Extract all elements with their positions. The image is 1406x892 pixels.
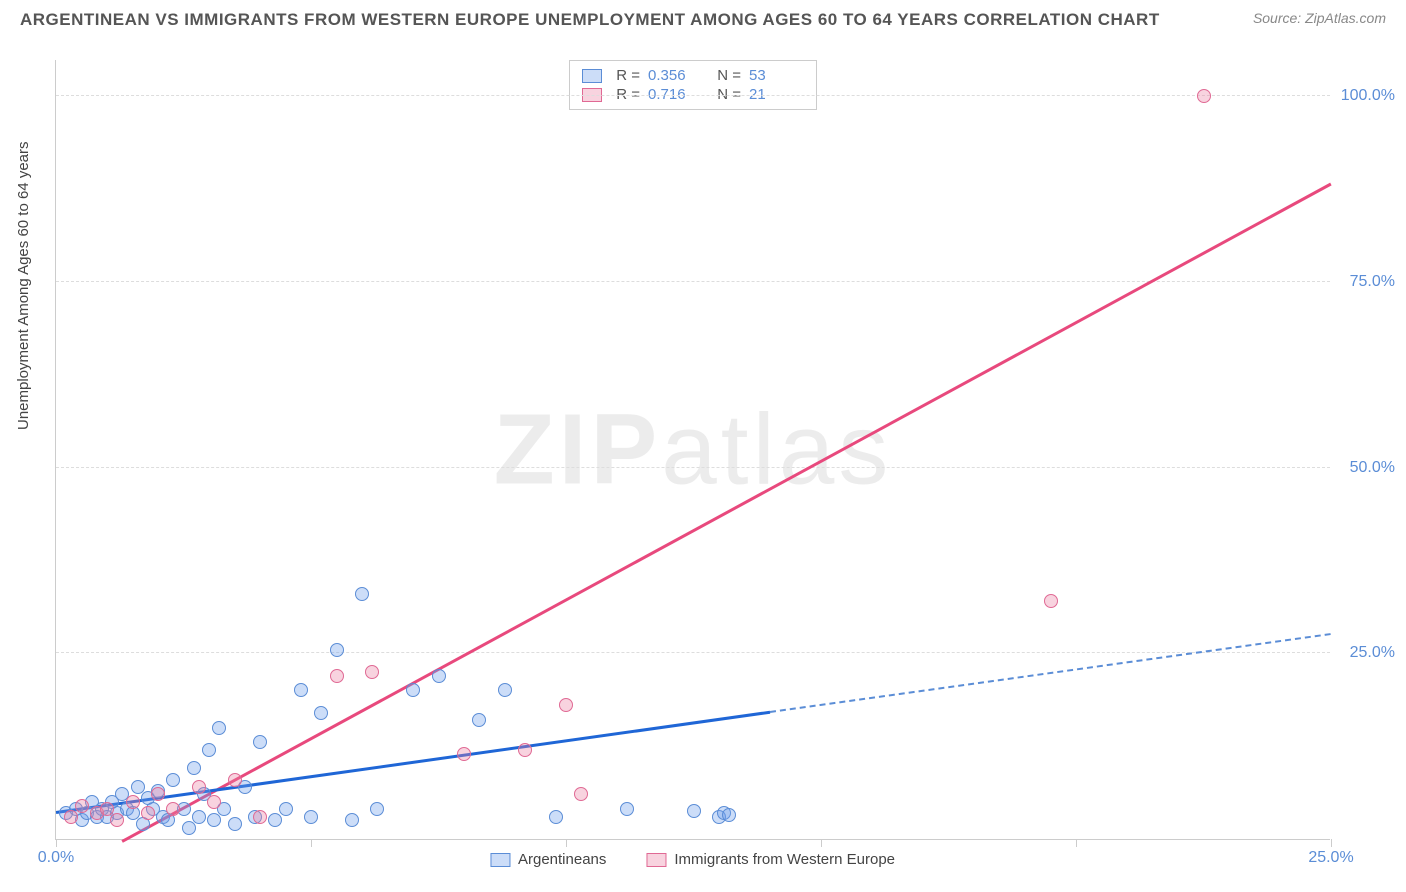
chart-source: Source: ZipAtlas.com xyxy=(1253,10,1386,26)
data-point xyxy=(472,713,486,727)
data-point xyxy=(253,810,267,824)
data-point xyxy=(75,799,89,813)
data-point xyxy=(207,813,221,827)
legend-item-pink: Immigrants from Western Europe xyxy=(646,851,895,868)
x-tick xyxy=(566,839,567,847)
data-point xyxy=(314,706,328,720)
y-tick-label: 100.0% xyxy=(1341,87,1395,105)
swatch-blue-icon xyxy=(490,853,510,867)
data-point xyxy=(518,743,532,757)
x-tick xyxy=(1331,839,1332,847)
x-tick xyxy=(56,839,57,847)
n-value: 53 xyxy=(749,67,804,84)
data-point xyxy=(620,802,634,816)
data-point xyxy=(457,747,471,761)
data-point xyxy=(406,683,420,697)
data-point xyxy=(279,802,293,816)
data-point xyxy=(549,810,563,824)
swatch-blue-icon xyxy=(582,69,602,83)
grid-line xyxy=(56,281,1330,282)
data-point xyxy=(228,817,242,831)
data-point xyxy=(1197,89,1211,103)
data-point xyxy=(207,795,221,809)
data-point xyxy=(182,821,196,835)
y-tick-label: 25.0% xyxy=(1350,644,1395,662)
data-point xyxy=(151,787,165,801)
data-point xyxy=(345,813,359,827)
data-point xyxy=(370,802,384,816)
grid-line xyxy=(56,652,1330,653)
x-tick xyxy=(821,839,822,847)
data-point xyxy=(498,683,512,697)
data-point xyxy=(574,787,588,801)
data-point xyxy=(64,810,78,824)
x-tick-label: 25.0% xyxy=(1308,849,1353,867)
x-tick xyxy=(1076,839,1077,847)
data-point xyxy=(110,813,124,827)
data-point xyxy=(187,761,201,775)
swatch-pink-icon xyxy=(646,853,666,867)
r-value: 0.356 xyxy=(648,67,703,84)
data-point xyxy=(212,721,226,735)
data-point xyxy=(166,773,180,787)
watermark: ZIPatlas xyxy=(494,392,893,507)
data-point xyxy=(294,683,308,697)
data-point xyxy=(330,643,344,657)
data-point xyxy=(687,804,701,818)
data-point xyxy=(192,780,206,794)
chart-title: ARGENTINEAN VS IMMIGRANTS FROM WESTERN E… xyxy=(20,10,1160,30)
legend-label: Argentineans xyxy=(518,851,606,868)
n-label: N = xyxy=(711,67,741,84)
data-point xyxy=(141,806,155,820)
x-tick xyxy=(311,839,312,847)
data-point xyxy=(432,669,446,683)
trend-line xyxy=(770,633,1331,713)
grid-line xyxy=(56,467,1330,468)
y-tick-label: 50.0% xyxy=(1350,459,1395,477)
chart-area: ZIPatlas R = 0.356 N = 53 R = 0.716 N = … xyxy=(55,60,1330,840)
data-point xyxy=(355,587,369,601)
data-point xyxy=(268,813,282,827)
r-label: R = xyxy=(610,67,640,84)
stats-row-blue: R = 0.356 N = 53 xyxy=(582,67,804,84)
bottom-legend: Argentineans Immigrants from Western Eur… xyxy=(490,851,895,868)
data-point xyxy=(365,665,379,679)
y-tick-label: 75.0% xyxy=(1350,273,1395,291)
legend-label: Immigrants from Western Europe xyxy=(674,851,895,868)
y-axis-label: Unemployment Among Ages 60 to 64 years xyxy=(15,141,32,430)
plot-region: ZIPatlas R = 0.356 N = 53 R = 0.716 N = … xyxy=(55,60,1330,840)
data-point xyxy=(166,802,180,816)
x-tick-label: 0.0% xyxy=(38,849,74,867)
data-point xyxy=(304,810,318,824)
data-point xyxy=(192,810,206,824)
data-point xyxy=(126,795,140,809)
data-point xyxy=(1044,594,1058,608)
data-point xyxy=(559,698,573,712)
grid-line xyxy=(56,95,1330,96)
data-point xyxy=(253,735,267,749)
data-point xyxy=(228,773,242,787)
chart-header: ARGENTINEAN VS IMMIGRANTS FROM WESTERN E… xyxy=(20,10,1386,30)
trend-line xyxy=(122,183,1332,843)
data-point xyxy=(330,669,344,683)
legend-item-blue: Argentineans xyxy=(490,851,606,868)
stats-legend: R = 0.356 N = 53 R = 0.716 N = 21 xyxy=(569,60,817,110)
data-point xyxy=(722,808,736,822)
data-point xyxy=(202,743,216,757)
